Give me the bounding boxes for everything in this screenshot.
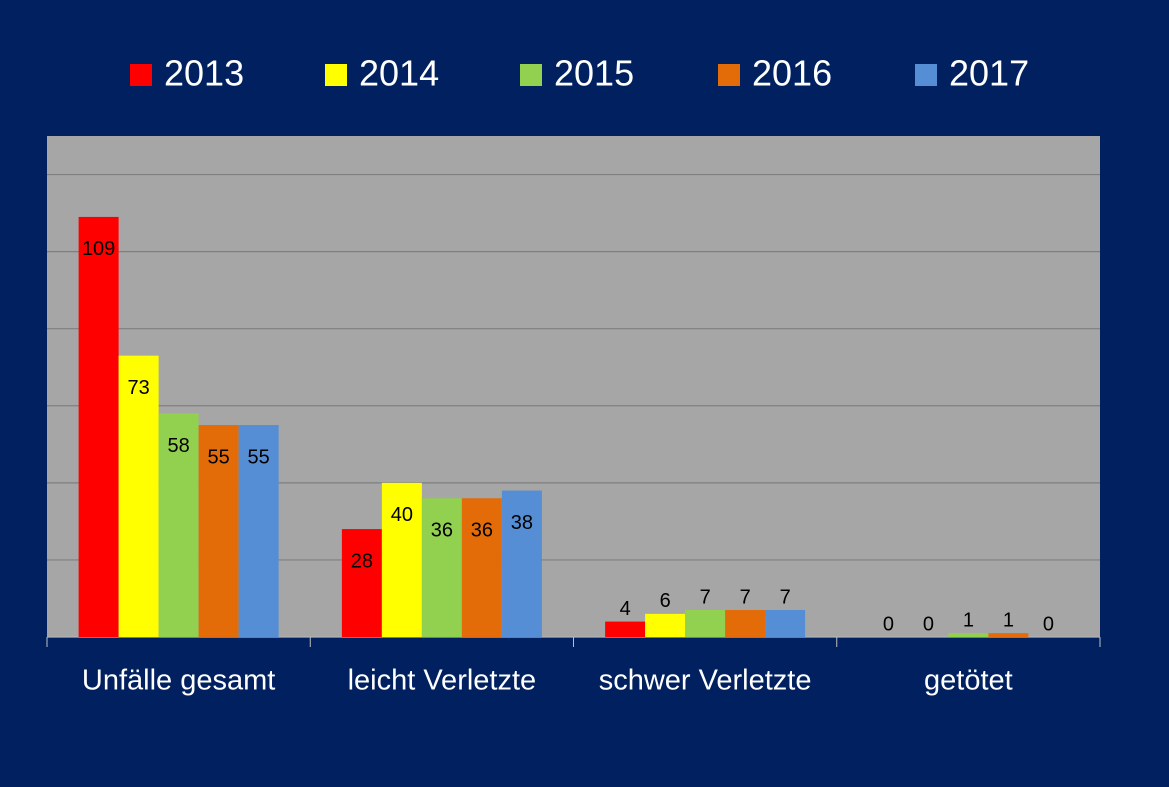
data-label: 36 bbox=[471, 520, 493, 542]
x-tick-label: getötet bbox=[924, 665, 1013, 697]
legend-swatch bbox=[718, 64, 740, 86]
data-label: 1 bbox=[1003, 609, 1014, 631]
legend-swatch bbox=[325, 64, 347, 86]
data-label: 0 bbox=[923, 613, 934, 635]
data-label: 109 bbox=[82, 238, 115, 260]
x-tick-label: Unfälle gesamt bbox=[82, 665, 275, 697]
data-label: 55 bbox=[208, 446, 230, 468]
legend-label: 2013 bbox=[164, 53, 244, 94]
data-label: 7 bbox=[700, 586, 711, 608]
bar bbox=[238, 425, 279, 637]
bar bbox=[605, 621, 646, 637]
data-label: 7 bbox=[740, 586, 751, 608]
bar bbox=[948, 633, 989, 637]
bar bbox=[118, 355, 159, 637]
data-label: 38 bbox=[511, 512, 533, 534]
data-label: 0 bbox=[883, 613, 894, 635]
data-label: 58 bbox=[168, 435, 190, 457]
bar bbox=[198, 425, 239, 637]
data-label: 0 bbox=[1043, 613, 1054, 635]
data-label: 73 bbox=[128, 377, 150, 399]
bar bbox=[461, 498, 502, 637]
bar bbox=[765, 610, 806, 637]
bar bbox=[501, 490, 542, 637]
legend-label: 2017 bbox=[949, 53, 1029, 94]
data-label: 40 bbox=[391, 504, 413, 526]
bar bbox=[158, 413, 199, 637]
bar bbox=[725, 610, 766, 637]
bar bbox=[645, 613, 686, 637]
bar bbox=[988, 633, 1029, 637]
legend-label: 2014 bbox=[359, 53, 439, 94]
legend-swatch bbox=[130, 64, 152, 86]
data-label: 36 bbox=[431, 520, 453, 542]
bar bbox=[78, 216, 119, 637]
data-label: 4 bbox=[620, 598, 631, 620]
data-label: 7 bbox=[780, 586, 791, 608]
legend-label: 2016 bbox=[752, 53, 832, 94]
bar bbox=[381, 482, 422, 637]
x-tick-label: schwer Verletzte bbox=[599, 665, 812, 697]
legend-swatch bbox=[520, 64, 542, 86]
bar bbox=[685, 610, 726, 637]
x-tick-label: leicht Verletzte bbox=[348, 665, 537, 697]
bar bbox=[341, 529, 382, 637]
data-label: 28 bbox=[351, 550, 373, 572]
data-label: 55 bbox=[248, 446, 270, 468]
bar bbox=[421, 498, 462, 637]
legend-swatch bbox=[915, 64, 937, 86]
data-label: 1 bbox=[963, 609, 974, 631]
legend-label: 2015 bbox=[554, 53, 634, 94]
data-label: 6 bbox=[660, 590, 671, 612]
